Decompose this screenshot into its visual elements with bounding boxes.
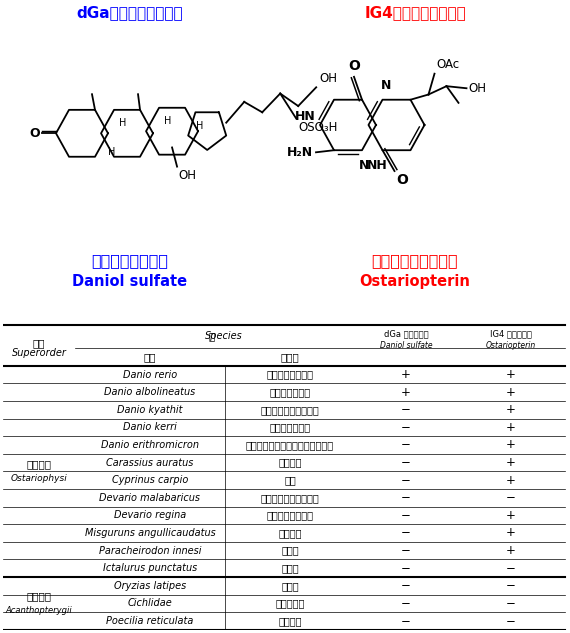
Text: −: − [401,403,411,417]
Text: Devario malabaricus: Devario malabaricus [100,492,201,503]
Text: N: N [381,79,392,92]
Text: H: H [119,118,127,128]
Text: +: + [506,473,516,487]
Text: Ostariophysi: Ostariophysi [11,473,67,482]
Text: OH: OH [319,72,337,85]
Text: O: O [348,59,360,73]
Text: メダカ: メダカ [281,581,299,591]
Text: OH: OH [469,82,487,95]
Text: Misguruns angullicaudatus: Misguruns angullicaudatus [84,528,215,538]
Text: Danio kerri: Danio kerri [123,422,177,432]
Text: Devario regina: Devario regina [114,510,186,520]
Text: −: − [401,439,411,451]
Text: −: − [506,579,516,592]
Text: −: − [506,561,516,575]
Text: +: + [401,385,411,399]
Text: O: O [30,127,40,140]
Text: H₂N: H₂N [287,146,313,159]
Text: +: + [506,439,516,451]
Text: Cichlidae: Cichlidae [128,598,172,608]
Text: 骨鰾上目: 骨鰾上目 [27,460,52,470]
Text: エメラルド・ドワーフ・ラスボラ: エメラルド・ドワーフ・ラスボラ [246,440,334,450]
Text: −: − [401,456,411,469]
Text: −: − [401,491,411,505]
Text: Species: Species [205,331,242,341]
Text: 棘鰭上目: 棘鰭上目 [27,592,52,601]
Text: −: − [401,544,411,557]
Text: −: − [401,615,411,627]
Text: 種: 種 [209,331,222,341]
Text: Oryzias latipes: Oryzias latipes [114,581,186,591]
Text: +: + [506,421,516,434]
Text: −: − [401,561,411,575]
Text: ドジョウ: ドジョウ [278,528,302,538]
Text: H: H [108,147,115,157]
Text: H: H [196,121,203,131]
Text: +: + [401,368,411,381]
Text: 上目: 上目 [33,338,46,348]
Text: ナマズ: ナマズ [281,563,299,573]
Text: −: − [401,597,411,610]
Text: グッピー: グッピー [278,616,302,626]
Text: −: − [401,509,411,522]
Text: コイ: コイ [284,475,296,485]
Text: dGa 活性化物質: dGa 活性化物質 [384,330,428,339]
Text: Ictalurus punctatus: Ictalurus punctatus [103,563,197,573]
Text: Daniol sulfate: Daniol sulfate [72,273,188,289]
Text: +: + [506,527,516,539]
Text: パール・ダニオ: パール・ダニオ [270,387,311,397]
Text: NH: NH [367,158,388,172]
Text: +: + [506,509,516,522]
Text: クイーン・ダニオ: クイーン・ダニオ [267,510,314,520]
Text: +: + [506,385,516,399]
Text: ゼブラフィッシュ: ゼブラフィッシュ [267,370,314,380]
Text: +: + [506,544,516,557]
Text: H: H [164,116,172,126]
Text: dGa系球体活性化物質: dGa系球体活性化物質 [77,5,184,20]
Text: Danio albolineatus: Danio albolineatus [104,387,196,397]
Text: +: + [506,403,516,417]
Text: 硫酸化ダニオール: 硫酸化ダニオール [92,253,169,268]
Text: テトラ: テトラ [281,546,299,556]
Text: −: − [506,615,516,627]
Text: O: O [397,173,408,187]
Text: 一般名: 一般名 [280,352,299,361]
Text: Cyprinus carpio: Cyprinus carpio [112,475,188,485]
Text: IG4系球体活性化物質: IG4系球体活性化物質 [364,5,466,20]
Text: IG4 活性化物質: IG4 活性化物質 [490,330,532,339]
Text: Ostariopterin: Ostariopterin [360,273,470,289]
Text: 学名: 学名 [144,352,156,361]
Text: Ostariopterin: Ostariopterin [486,341,536,350]
Text: +: + [506,368,516,381]
Text: シクリッド: シクリッド [275,598,305,608]
Text: オスタリオプテリン: オスタリオプテリン [372,253,458,268]
Text: Paracheirodon innesi: Paracheirodon innesi [99,546,201,556]
Text: Danio erithromicron: Danio erithromicron [101,440,199,450]
Text: −: − [506,597,516,610]
Text: Carassius auratus: Carassius auratus [106,458,194,468]
Text: −: − [401,473,411,487]
Text: −: − [401,579,411,592]
Text: Daniol sulfate: Daniol sulfate [380,341,432,350]
Text: −: − [401,421,411,434]
Text: OAc: OAc [437,58,459,70]
Text: −: − [506,491,516,505]
Text: Danio rerio: Danio rerio [123,370,177,380]
Text: Acanthopterygii: Acanthopterygii [6,606,72,615]
Text: HN: HN [295,110,316,123]
Text: +: + [506,456,516,469]
Text: ブルー・ダニオ: ブルー・ダニオ [270,422,311,432]
Text: Superorder: Superorder [12,348,67,358]
Text: Poecilia reticulata: Poecilia reticulata [106,616,194,626]
Text: −: − [401,527,411,539]
Text: Danio kyathit: Danio kyathit [117,404,183,415]
Text: キャスイット・ダニオ: キャスイット・ダニオ [260,404,319,415]
Text: N: N [359,158,369,172]
Text: ジャイアント・ダニオ: ジャイアント・ダニオ [260,492,319,503]
Text: OH: OH [178,169,196,182]
Text: OSO₃H: OSO₃H [298,121,337,134]
Text: キンギョ: キンギョ [278,458,302,468]
